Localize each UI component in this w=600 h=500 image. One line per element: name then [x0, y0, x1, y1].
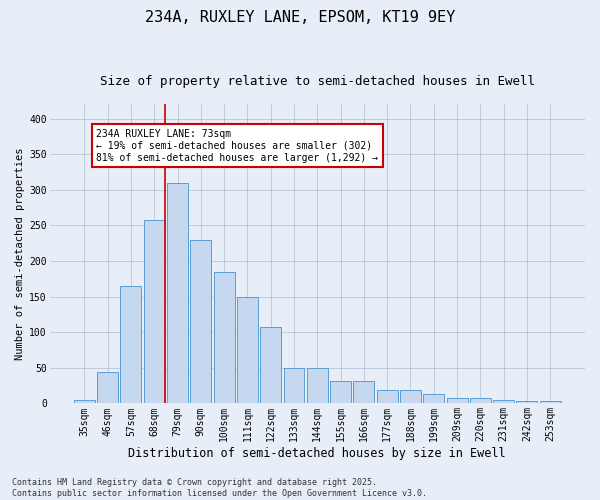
Bar	[330, 380, 351, 404]
Bar	[190, 240, 211, 404]
Bar	[446, 398, 467, 404]
Text: 234A RUXLEY LANE: 73sqm
← 19% of semi-detached houses are smaller (302)
81% of s: 234A RUXLEY LANE: 73sqm ← 19% of semi-de…	[97, 130, 379, 162]
Bar	[167, 182, 188, 404]
Text: Contains HM Land Registry data © Crown copyright and database right 2025.
Contai: Contains HM Land Registry data © Crown c…	[12, 478, 427, 498]
Bar	[97, 372, 118, 404]
Text: 234A, RUXLEY LANE, EPSOM, KT19 9EY: 234A, RUXLEY LANE, EPSOM, KT19 9EY	[145, 10, 455, 25]
Y-axis label: Number of semi-detached properties: Number of semi-detached properties	[15, 148, 25, 360]
Bar	[284, 368, 304, 404]
Bar	[400, 390, 421, 404]
Title: Size of property relative to semi-detached houses in Ewell: Size of property relative to semi-detach…	[100, 75, 535, 88]
Bar	[307, 368, 328, 404]
Bar	[74, 400, 95, 404]
Bar	[214, 272, 235, 404]
Bar	[470, 398, 491, 404]
Bar	[517, 400, 538, 404]
Bar	[260, 326, 281, 404]
Bar	[377, 390, 398, 404]
Bar	[237, 296, 258, 404]
Bar	[144, 220, 165, 404]
Bar	[423, 394, 444, 404]
Bar	[353, 380, 374, 404]
Bar	[540, 400, 560, 404]
X-axis label: Distribution of semi-detached houses by size in Ewell: Distribution of semi-detached houses by …	[128, 447, 506, 460]
Bar	[493, 400, 514, 404]
Bar	[121, 286, 142, 404]
